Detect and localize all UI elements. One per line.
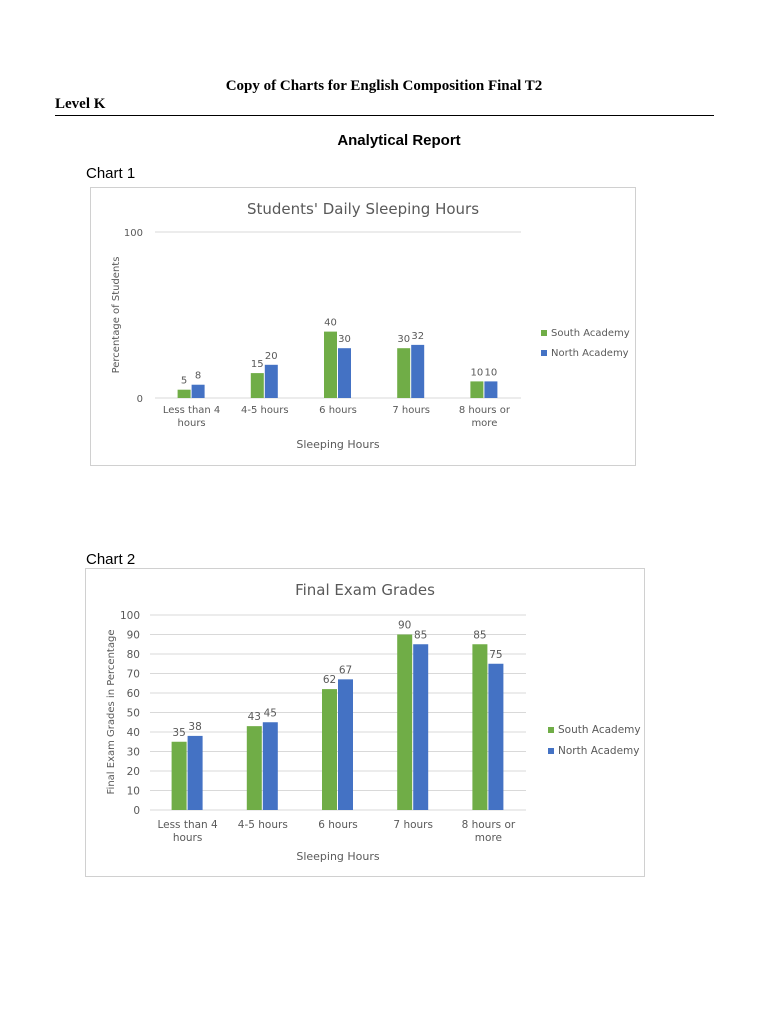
chart-1-label: Chart 1	[86, 165, 136, 182]
bar-south	[171, 741, 187, 810]
x-tick-label: more	[475, 832, 502, 844]
legend-label: North Academy	[551, 348, 629, 359]
data-label: 85	[473, 629, 486, 641]
y-tick-label: 80	[127, 649, 140, 661]
bar-north	[262, 722, 278, 810]
data-label: 40	[324, 318, 337, 329]
bar-south	[470, 381, 484, 398]
data-label: 67	[339, 664, 352, 676]
bar-north	[338, 679, 353, 810]
y-tick-label: 60	[127, 688, 140, 700]
x-axis-label: Sleeping Hours	[296, 438, 380, 451]
legend-swatch	[548, 748, 554, 754]
x-tick-label: hours	[173, 832, 203, 844]
bar-south	[324, 331, 337, 398]
bar-south	[322, 689, 337, 810]
x-tick-label: 4-5 hours	[238, 819, 288, 831]
legend-swatch	[541, 330, 547, 336]
x-tick-label: Less than 4	[157, 819, 218, 831]
y-tick-label: 70	[127, 669, 140, 681]
data-label: 5	[181, 376, 187, 387]
bar-south	[397, 348, 411, 398]
data-label: 38	[188, 721, 201, 733]
chart-1-frame: Students' Daily Sleeping Hours 0 100 Percen…	[90, 187, 636, 466]
bar-south	[472, 644, 488, 810]
y-tick-label: 30	[127, 747, 140, 759]
data-label: 62	[323, 674, 336, 686]
document-title: Copy of Charts for English Composition F…	[225, 78, 543, 94]
bar-south	[246, 726, 262, 810]
bar-north	[191, 384, 205, 398]
y-tick-label: 0	[137, 394, 143, 405]
x-tick-label: Less than 4	[163, 405, 220, 416]
chart-title: Students' Daily Sleeping Hours	[247, 200, 479, 218]
x-axis-label: Sleeping Hours	[296, 850, 380, 863]
y-tick-label: 90	[127, 630, 140, 642]
data-label: 32	[411, 331, 424, 342]
chart-2-label: Chart 2	[86, 551, 136, 568]
y-axis-label: Final Exam Grades in Percentage	[106, 630, 117, 795]
chart-1-sleeping-hours: Students' Daily Sleeping Hours 0 100 Percen…	[111, 200, 630, 451]
bar-north	[411, 344, 425, 398]
data-label: 45	[264, 707, 277, 719]
data-label: 35	[172, 727, 185, 739]
y-tick-label: 40	[127, 727, 140, 739]
data-label: 90	[398, 620, 411, 632]
level-label: Level K	[55, 96, 106, 112]
y-tick-label: 20	[127, 766, 140, 778]
legend-label: North Academy	[558, 745, 639, 757]
data-label: 43	[248, 711, 261, 723]
data-label: 75	[489, 649, 502, 661]
data-label: 20	[265, 351, 278, 362]
bar-north	[488, 663, 504, 810]
data-label: 30	[338, 334, 351, 345]
x-tick-label: 8 hours or	[462, 819, 516, 831]
x-tick-label: more	[471, 418, 497, 429]
bar-north	[484, 381, 498, 398]
y-axis-label: Percentage of Students	[111, 257, 122, 374]
bar-north	[187, 735, 203, 810]
data-label: 85	[414, 629, 427, 641]
x-tick-label: 7 hours	[393, 819, 433, 831]
chart-2-final-exam-grades: Final Exam Grades 0 10 20 30 40 50 60 70 80 90 100F…	[106, 581, 641, 863]
legend-swatch	[541, 350, 547, 356]
data-label: 10	[471, 367, 484, 378]
legend-label: South Academy	[551, 328, 630, 339]
header-rule	[55, 115, 714, 116]
bar-south	[397, 634, 413, 810]
x-tick-label: hours	[178, 418, 206, 429]
data-label: 30	[397, 334, 410, 345]
y-tick-label: 10	[127, 786, 140, 798]
x-tick-label: 4-5 hours	[241, 405, 289, 416]
x-tick-label: 6 hours	[319, 405, 357, 416]
y-tick-label: 50	[127, 708, 140, 720]
x-tick-label: 8 hours or	[459, 405, 511, 416]
bar-north	[264, 364, 278, 398]
bar-north	[338, 348, 351, 398]
legend-swatch	[548, 727, 554, 733]
y-tick-label: 100	[120, 610, 140, 622]
chart-2-frame: Final Exam Grades 0 10 20 30 40 50 60 70 80 90 100 F…	[85, 568, 645, 877]
bar-south	[177, 389, 191, 398]
data-label: 15	[251, 359, 264, 370]
y-tick-label: 0	[133, 805, 140, 817]
legend-label: South Academy	[558, 724, 641, 736]
report-heading: Analytical Report	[337, 132, 461, 149]
x-tick-label: 7 hours	[392, 405, 430, 416]
y-tick-label: 100	[124, 228, 143, 239]
x-tick-label: 6 hours	[318, 819, 358, 831]
bar-north	[413, 644, 429, 810]
chart-title: Final Exam Grades	[295, 581, 435, 599]
bar-south	[250, 373, 264, 398]
data-label: 10	[485, 367, 498, 378]
data-label: 8	[195, 371, 201, 382]
